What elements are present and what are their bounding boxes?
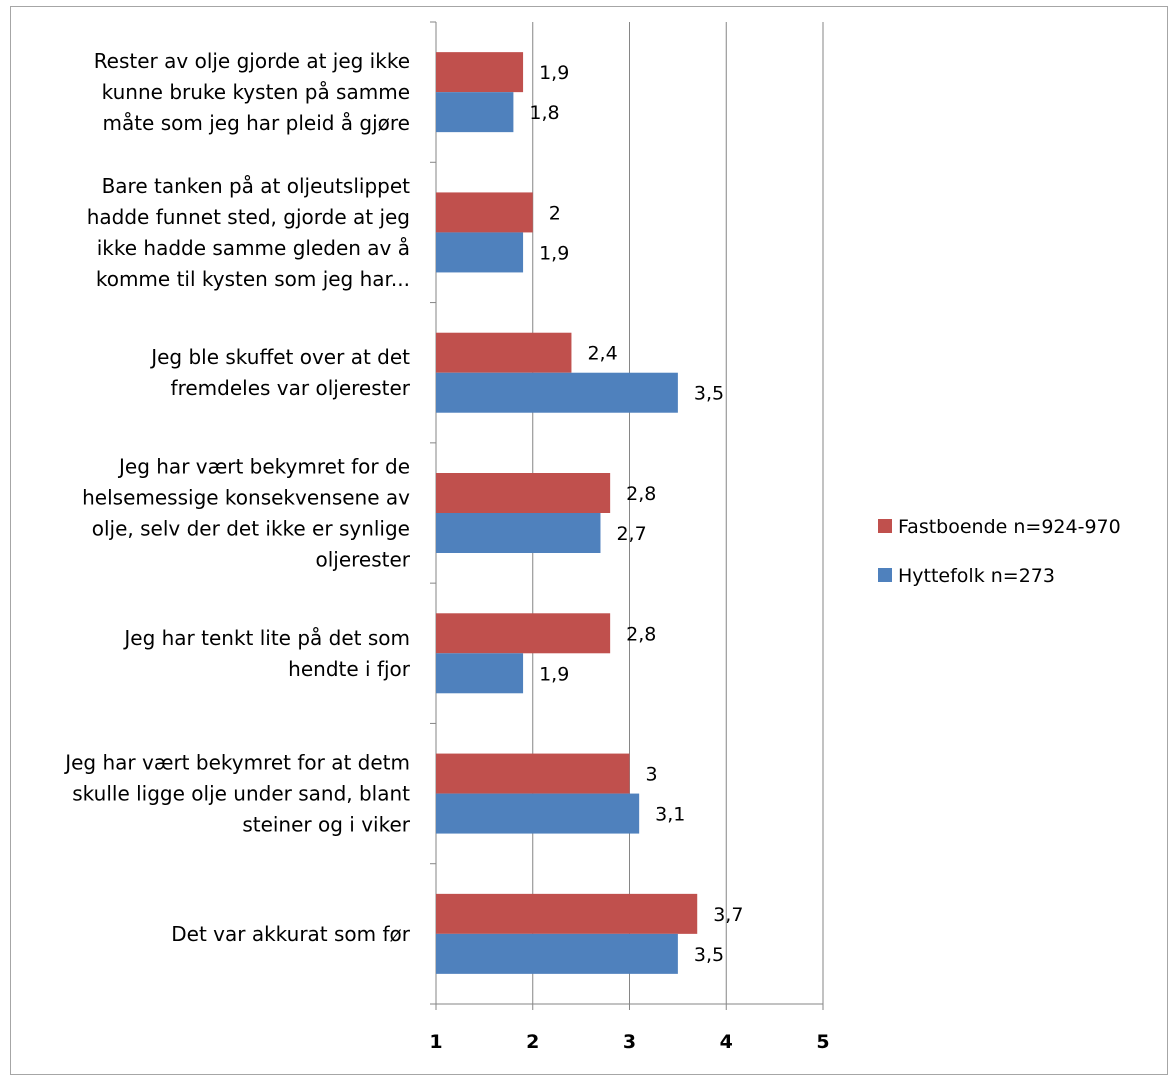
category-label: Jeg har vært bekymret for at detm skulle … xyxy=(63,751,411,837)
category-label: Det var akkurat som før xyxy=(171,922,411,946)
bar xyxy=(436,933,678,974)
x-tick-label: 2 xyxy=(526,1031,539,1053)
data-label: 2,4 xyxy=(587,343,617,365)
bar xyxy=(436,473,611,513)
x-tick-label: 5 xyxy=(816,1031,829,1053)
data-label: 1,9 xyxy=(539,62,569,84)
legend-swatch xyxy=(878,568,892,582)
bar xyxy=(436,372,678,413)
category-label: Bare tanken på at oljeutslippet hadde fun… xyxy=(87,174,410,291)
data-label: 3,7 xyxy=(713,904,743,926)
bar xyxy=(436,232,524,273)
x-tick-label: 3 xyxy=(623,1031,636,1053)
data-label: 2 xyxy=(549,202,561,224)
legend-entry: Fastboende n=924-970 xyxy=(898,516,1121,538)
data-label: 1,9 xyxy=(539,663,569,685)
legend-entry: Hyttefolk n=273 xyxy=(898,565,1055,587)
bar xyxy=(436,332,572,373)
data-label: 3,1 xyxy=(655,804,685,826)
category-label: Rester av olje gjorde at jeg ikke kunne b… xyxy=(94,49,410,135)
x-tick-label: 4 xyxy=(720,1031,733,1053)
bar xyxy=(436,793,640,834)
bar xyxy=(436,92,514,133)
bar xyxy=(436,52,524,93)
bar xyxy=(436,753,630,794)
bar xyxy=(436,192,533,233)
data-label: 3,5 xyxy=(694,383,724,405)
data-label: 2,7 xyxy=(616,523,646,545)
bar xyxy=(436,653,524,694)
data-label: 1,8 xyxy=(529,102,559,124)
bar xyxy=(436,513,601,553)
bar xyxy=(436,613,611,654)
x-tick-label: 1 xyxy=(429,1031,442,1053)
category-label: Jeg ble skuffet over at det fremdeles var… xyxy=(149,345,411,400)
bar xyxy=(436,893,698,934)
data-label: 2,8 xyxy=(626,623,656,645)
legend-swatch xyxy=(878,519,892,533)
data-label: 1,9 xyxy=(539,242,569,264)
data-label: 3,5 xyxy=(694,944,724,966)
category-label: Jeg har vært bekymret for de helsemessige… xyxy=(82,455,411,572)
category-label: Jeg har tenkt lite på det som hendte i fj… xyxy=(122,626,410,681)
data-label: 3 xyxy=(646,764,658,786)
data-label: 2,8 xyxy=(626,483,656,505)
